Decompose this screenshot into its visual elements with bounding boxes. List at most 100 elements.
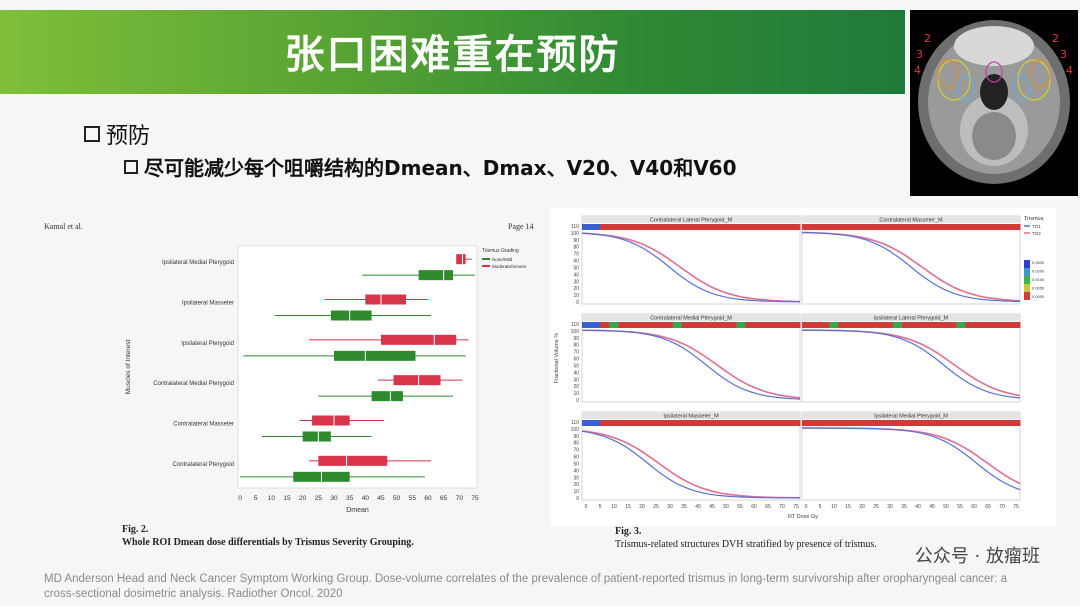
x-tick-label: 0 (238, 495, 242, 502)
heat-strip-segment (820, 322, 830, 328)
x-tick-label: 65 (985, 504, 991, 510)
box (393, 375, 441, 386)
x-tick-label: 75 (793, 504, 799, 510)
heat-strip-segment (609, 420, 619, 426)
heat-strip-segment (627, 224, 637, 230)
box (302, 431, 331, 442)
heat-strip-segment (681, 420, 692, 426)
panel-title-bar (802, 314, 1020, 321)
heat-strip-segment (983, 420, 994, 426)
y-tick-label: 0 (576, 300, 579, 306)
ct-scan-image: 2 3 4 2 3 4 (910, 10, 1078, 196)
legend-label: None/Mild (492, 257, 513, 262)
heat-strip-segment (672, 322, 683, 328)
heat-strip-segment (618, 420, 628, 426)
fig3-caption: Trismus-related structures DVH stratifie… (615, 539, 877, 550)
box (334, 350, 416, 361)
heat-strip-segment (754, 322, 765, 328)
heat-strip-segment (736, 322, 746, 328)
heat-strip-segment (992, 322, 1003, 328)
heat-strip-segment (965, 420, 976, 426)
x-axis-label: RT Dose Gy (788, 514, 818, 520)
dvh-curve-tg1 (581, 430, 800, 499)
y-tick-label: 110 (571, 420, 579, 426)
heat-strip-segment (663, 420, 674, 426)
heat-strip-segment (636, 224, 647, 230)
heat-strip-segment (974, 224, 985, 230)
heat-strip-segment (920, 322, 930, 328)
heat-strip-segment (763, 224, 774, 230)
box (312, 415, 350, 426)
y-tick-label: 30 (573, 377, 579, 383)
heat-strip-segment (736, 224, 746, 230)
legend-label: TG2 (1032, 231, 1041, 236)
heat-strip-segment (736, 420, 746, 426)
heat-strip-segment (790, 224, 801, 230)
y-tick-label: 100 (571, 231, 580, 237)
heat-strip-segment (691, 420, 701, 426)
heat-strip-segment (847, 420, 857, 426)
dvh-panel (581, 411, 801, 501)
dvh-figure: Contralateral Lateral Pterygoid_M Contral… (550, 208, 1056, 526)
heat-strip-segment (938, 420, 948, 426)
y-axis-label: Fractional Volume % (554, 333, 560, 384)
panel-title: Ipsilateral Medial Pterygoid_M (874, 414, 948, 420)
x-tick-label: 25 (873, 504, 879, 510)
ct-label: 4 (914, 64, 921, 77)
heat-strip-segment (709, 224, 719, 230)
heat-strip-segment (983, 322, 994, 328)
panel-title: Contralateral Medial Pterygoid_M (650, 316, 732, 322)
heat-strip-segment (582, 420, 592, 426)
heat-strip-segment (965, 224, 976, 230)
heat-strip-segment (992, 420, 1003, 426)
heat-strip-segment (883, 224, 894, 230)
ct-label: 2 (924, 32, 931, 45)
colorbar-segment (1024, 276, 1030, 284)
heat-strip-segment (929, 322, 939, 328)
x-tick-label: 70 (456, 495, 464, 502)
heat-strip-segment (718, 420, 728, 426)
panel-title-bar (582, 412, 800, 419)
box (456, 254, 466, 265)
heat-strip-segment (865, 420, 876, 426)
heat-strip-segment (974, 420, 985, 426)
x-tick-label: 10 (268, 495, 276, 502)
x-tick-label: 35 (681, 504, 687, 510)
y-axis-label: Muscles of Interest (125, 340, 132, 395)
heat-strip-segment (772, 322, 783, 328)
box (371, 391, 403, 402)
heat-strip-segment (847, 224, 857, 230)
x-tick-label: 65 (765, 504, 771, 510)
y-tick-label: 20 (573, 384, 579, 390)
y-tick-label: 70 (573, 448, 579, 454)
heat-strip-segment (663, 224, 674, 230)
heat-strip-segment (772, 224, 783, 230)
heat-strip-segment (618, 322, 628, 328)
x-tick-label: 5 (599, 504, 602, 510)
heat-strip-segment (911, 420, 921, 426)
x-tick-label: 20 (859, 504, 865, 510)
heat-strip-segment (654, 224, 665, 230)
y-tick-label: 40 (573, 272, 579, 278)
heat-strip-segment (745, 322, 756, 328)
y-tick-label: 20 (573, 482, 579, 488)
dvh-curve-tg1 (802, 427, 1021, 491)
dvh-curve-tg2 (581, 232, 801, 303)
y-tick-label: 70 (573, 252, 579, 258)
x-tick-label: 15 (625, 504, 631, 510)
y-tick-label: 10 (573, 293, 579, 299)
heat-strip-segment (727, 420, 737, 426)
panel-title-bar (582, 314, 800, 321)
bullet-text: 尽可能减少每个咀嚼结构的Dmean、Dmax、V20、V40和V60 (144, 156, 737, 180)
x-tick-label: 45 (929, 504, 935, 510)
y-tick-label: 60 (573, 357, 579, 363)
heat-strip-segment (672, 224, 683, 230)
panel-title: Ipsilateral Lateral Pterygoid_M (874, 316, 949, 322)
y-tick-label: 50 (573, 265, 579, 271)
heat-strip-segment (645, 224, 656, 230)
category-label: Contralateral Medial Pterygoid (153, 381, 234, 387)
heat-strip-segment (802, 224, 812, 230)
heat-strip-segment (772, 420, 783, 426)
heat-strip-segment (874, 322, 885, 328)
y-tick-label: 0 (576, 398, 579, 404)
